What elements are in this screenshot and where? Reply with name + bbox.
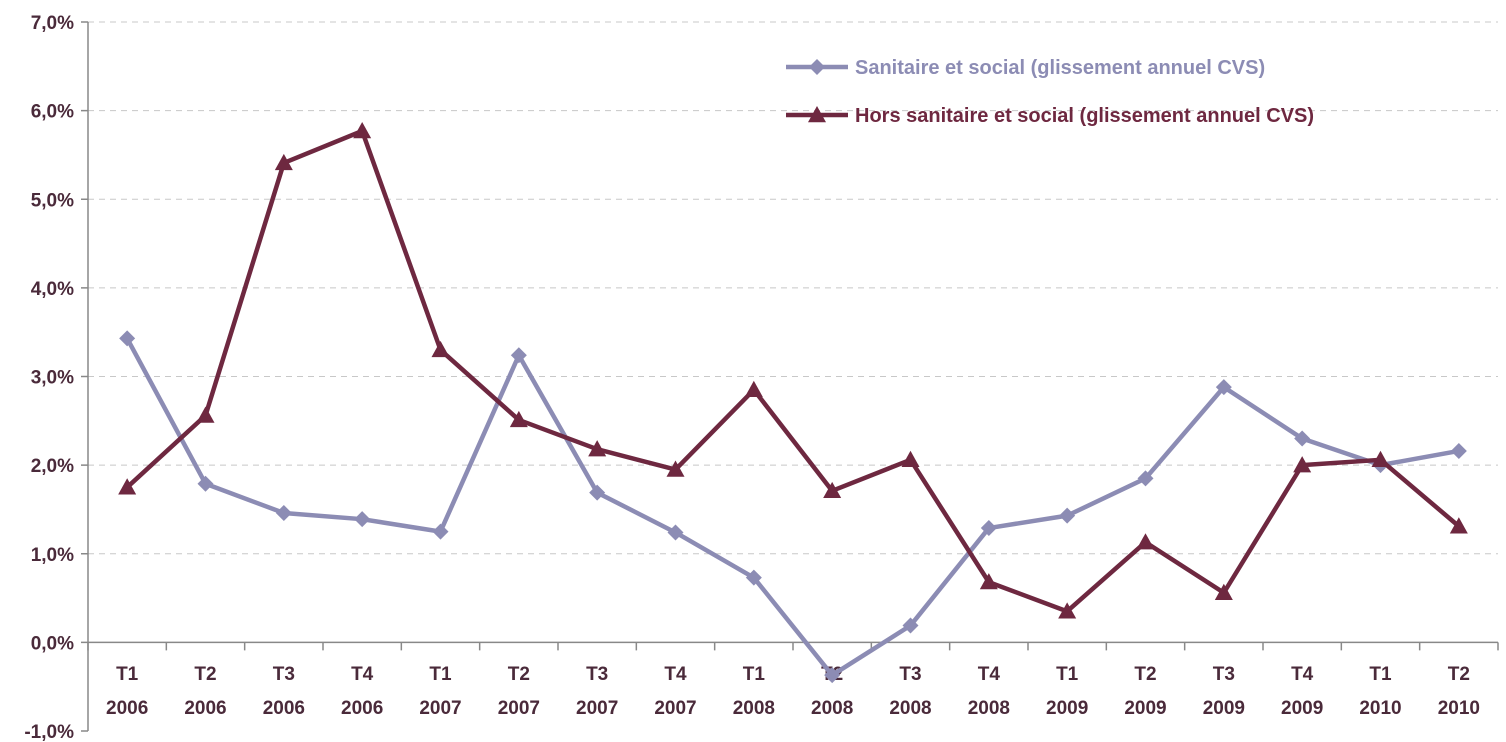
x-tick-label-quarter: T1	[429, 664, 452, 685]
data-point-diamond	[902, 617, 919, 634]
legend-label: Sanitaire et social (glissement annuel C…	[855, 57, 1265, 79]
data-point-diamond	[589, 484, 606, 501]
series-1	[118, 122, 1468, 619]
data-point-triangle	[118, 478, 137, 495]
series-line	[125, 128, 1461, 614]
x-tick-label-year: 2009	[1281, 698, 1323, 719]
data-point-diamond	[197, 475, 214, 492]
legend-triangle-marker	[808, 106, 826, 123]
data-point-diamond	[1215, 379, 1232, 396]
data-point-triangle	[666, 460, 685, 477]
y-tick-label: 7,0%	[31, 13, 74, 34]
x-tick-label-year: 2006	[106, 698, 148, 719]
x-tick-label-quarter: T2	[1134, 664, 1156, 685]
x-tick-label-year: 2010	[1438, 698, 1480, 719]
x-tick-label-quarter: T1	[1056, 664, 1079, 685]
data-point-triangle	[901, 450, 920, 468]
y-tick-label: 6,0%	[31, 102, 74, 123]
data-point-diamond	[275, 504, 292, 521]
data-point-diamond	[119, 330, 136, 347]
x-tick-label-year: 2007	[498, 698, 540, 719]
x-tick-label-year: 2009	[1046, 698, 1088, 719]
data-point-diamond	[824, 667, 841, 684]
legend-item-1: Hors sanitaire et social (glissement ann…	[786, 105, 1314, 127]
data-point-diamond	[745, 569, 762, 586]
series-0	[119, 330, 1467, 684]
data-point-triangle	[431, 340, 450, 358]
legend-label: Hors sanitaire et social (glissement ann…	[855, 105, 1314, 127]
data-point-triangle	[1136, 533, 1155, 550]
x-tick-label-year: 2007	[654, 698, 696, 719]
data-point-triangle	[744, 380, 763, 397]
data-point-triangle	[979, 573, 998, 590]
x-tick-label-quarter: T3	[586, 664, 608, 685]
x-tick-label-year: 2007	[419, 698, 461, 719]
x-tick-label-quarter: T4	[978, 664, 1001, 685]
series-line	[125, 337, 1460, 678]
x-tick-label-quarter: T2	[508, 664, 530, 685]
x-tick-label-year: 2006	[341, 698, 383, 719]
legend-diamond-marker	[809, 59, 825, 75]
data-point-triangle	[823, 481, 842, 499]
data-point-triangle	[1058, 602, 1077, 619]
x-tick-label-year: 2008	[811, 698, 853, 719]
data-point-diamond	[1137, 470, 1154, 487]
y-tick-label: 2,0%	[31, 456, 74, 477]
data-point-triangle	[588, 440, 607, 457]
legend-item-0: Sanitaire et social (glissement annuel C…	[786, 57, 1265, 79]
data-point-diamond	[667, 524, 684, 541]
x-tick-label-quarter: T2	[194, 664, 216, 685]
x-tick-label-quarter: T4	[664, 664, 687, 685]
y-tick-label: -1,0%	[24, 722, 74, 742]
x-tick-label-year: 2009	[1203, 698, 1245, 719]
data-point-triangle	[1293, 456, 1312, 473]
data-point-diamond	[980, 520, 997, 537]
x-tick-label-year: 2008	[968, 698, 1010, 719]
y-tick-label: 5,0%	[31, 190, 74, 211]
data-point-triangle	[274, 153, 293, 171]
data-point-diamond	[1059, 507, 1076, 524]
gridlines	[88, 21, 1498, 555]
x-tick-label-quarter: T1	[116, 664, 139, 685]
x-tick-label-year: 2008	[889, 698, 931, 719]
data-point-triangle	[509, 410, 528, 428]
x-tick-label-year: 2010	[1359, 698, 1401, 719]
x-tick-label-year: 2008	[733, 698, 775, 719]
data-point-triangle	[1371, 450, 1390, 468]
y-axis: -1,0% 0,0% 1,0% 2,0% 3,0% 4,0% 5,0% 6,0% 7,0%	[24, 13, 89, 742]
x-tick-label-quarter: T1	[1369, 664, 1392, 685]
x-tick-label-quarter: T4	[1291, 664, 1314, 685]
x-tick-label-quarter: T1	[743, 664, 766, 685]
y-tick-label: 3,0%	[31, 368, 74, 389]
data-point-diamond	[1450, 442, 1467, 459]
x-tick-label-quarter: T2	[1448, 664, 1470, 685]
x-tick-label-year: 2006	[184, 698, 226, 719]
data-point-diamond	[432, 523, 449, 540]
x-tick-label-quarter: T3	[273, 664, 295, 685]
x-tick-label-year: 2006	[263, 698, 305, 719]
x-tick-label-quarter: T4	[351, 664, 374, 685]
y-tick-label: 0,0%	[31, 633, 74, 654]
y-tick-label: 1,0%	[31, 545, 74, 566]
y-tick-label: 4,0%	[31, 279, 74, 300]
data-point-diamond	[1294, 430, 1311, 447]
x-tick-label-quarter: T3	[1213, 664, 1235, 685]
data-point-diamond	[510, 347, 527, 364]
data-point-triangle	[1214, 583, 1233, 600]
x-tick-label-year: 2007	[576, 698, 618, 719]
x-axis: T1 2006 T2 2006 T3 2006 T4 2006 T1 2007 T2 2007 T3 20…	[87, 641, 1499, 719]
data-point-triangle	[353, 122, 372, 139]
series-layer	[118, 122, 1468, 684]
data-point-triangle	[1449, 517, 1468, 534]
data-point-triangle	[196, 406, 215, 423]
legend: Sanitaire et social (glissement annuel C…	[786, 57, 1314, 127]
x-tick-label-quarter: T3	[899, 664, 921, 685]
data-point-diamond	[354, 511, 371, 528]
x-tick-label-year: 2009	[1124, 698, 1166, 719]
